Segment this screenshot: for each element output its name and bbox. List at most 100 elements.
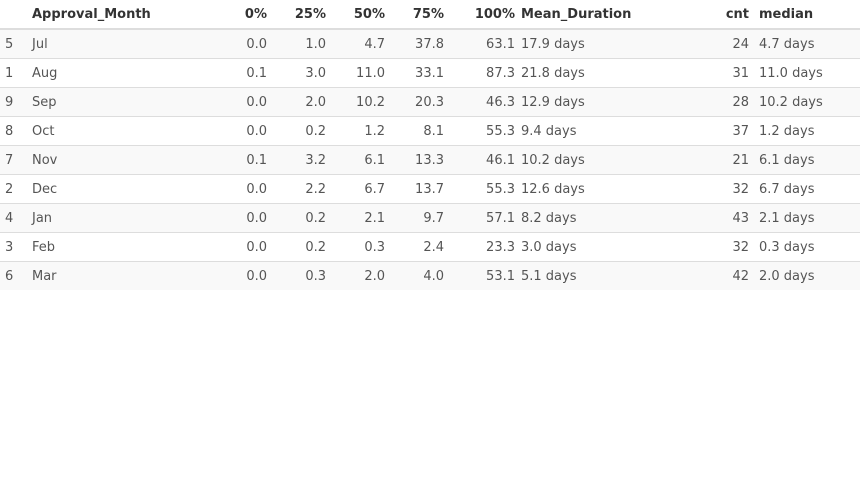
cell-p75: 13.7 [385, 174, 444, 204]
cell-p100: 63.1 [444, 28, 515, 59]
cell-median: 1.2 days [749, 116, 860, 146]
table-row: 9 Sep 0.0 2.0 10.2 20.3 46.3 12.9 days 2… [0, 87, 860, 117]
cell-month: Nov [32, 145, 189, 175]
cell-cnt: 32 [694, 232, 749, 262]
cell-index: 9 [0, 87, 32, 117]
cell-month: Oct [32, 116, 189, 146]
table-body: 5 Jul 0.0 1.0 4.7 37.8 63.1 17.9 days 24… [0, 28, 860, 290]
cell-mean-duration: 12.9 days [515, 87, 694, 117]
cell-p25: 2.0 [267, 87, 326, 117]
cell-mean-duration: 21.8 days [515, 58, 694, 88]
cell-median: 10.2 days [749, 87, 860, 117]
cell-mean-duration: 12.6 days [515, 174, 694, 204]
cell-p100: 46.1 [444, 145, 515, 175]
cell-mean-duration: 9.4 days [515, 116, 694, 146]
cell-p25: 3.2 [267, 145, 326, 175]
table-row: 6 Mar 0.0 0.3 2.0 4.0 53.1 5.1 days 42 2… [0, 261, 860, 290]
cell-index: 6 [0, 261, 32, 290]
cell-mean-duration: 10.2 days [515, 145, 694, 175]
cell-p100: 55.3 [444, 116, 515, 146]
header-approval-month: Approval_Month [32, 0, 189, 30]
header-p50: 50% [326, 0, 385, 30]
cell-p25: 0.2 [267, 203, 326, 233]
table-row: 8 Oct 0.0 0.2 1.2 8.1 55.3 9.4 days 37 1… [0, 116, 860, 146]
cell-month: Feb [32, 232, 189, 262]
header-cnt: cnt [694, 0, 749, 30]
cell-p25: 0.3 [267, 261, 326, 290]
cell-p0: 0.0 [189, 174, 267, 204]
header-row: Approval_Month 0% 25% 50% 75% 100% Mean_… [0, 0, 860, 30]
cell-p0: 0.0 [189, 232, 267, 262]
data-table: Approval_Month 0% 25% 50% 75% 100% Mean_… [0, 0, 860, 290]
table-header: Approval_Month 0% 25% 50% 75% 100% Mean_… [0, 0, 860, 30]
cell-index: 3 [0, 232, 32, 262]
cell-month: Aug [32, 58, 189, 88]
cell-p50: 0.3 [326, 232, 385, 262]
cell-p50: 11.0 [326, 58, 385, 88]
cell-index: 4 [0, 203, 32, 233]
cell-p50: 2.0 [326, 261, 385, 290]
table-row: 4 Jan 0.0 0.2 2.1 9.7 57.1 8.2 days 43 2… [0, 203, 860, 233]
cell-mean-duration: 8.2 days [515, 203, 694, 233]
cell-p100: 57.1 [444, 203, 515, 233]
cell-month: Dec [32, 174, 189, 204]
cell-p100: 23.3 [444, 232, 515, 262]
cell-p100: 55.3 [444, 174, 515, 204]
header-p100: 100% [444, 0, 515, 30]
table-row: 5 Jul 0.0 1.0 4.7 37.8 63.1 17.9 days 24… [0, 28, 860, 59]
header-p25: 25% [267, 0, 326, 30]
cell-p50: 2.1 [326, 203, 385, 233]
table-row: 3 Feb 0.0 0.2 0.3 2.4 23.3 3.0 days 32 0… [0, 232, 860, 262]
cell-index: 2 [0, 174, 32, 204]
cell-p25: 2.2 [267, 174, 326, 204]
cell-p0: 0.1 [189, 145, 267, 175]
cell-median: 2.1 days [749, 203, 860, 233]
cell-p25: 3.0 [267, 58, 326, 88]
cell-p25: 0.2 [267, 116, 326, 146]
cell-p0: 0.1 [189, 58, 267, 88]
cell-cnt: 32 [694, 174, 749, 204]
cell-p50: 4.7 [326, 28, 385, 59]
cell-p75: 33.1 [385, 58, 444, 88]
cell-p75: 20.3 [385, 87, 444, 117]
cell-month: Sep [32, 87, 189, 117]
cell-p0: 0.0 [189, 87, 267, 117]
cell-p100: 53.1 [444, 261, 515, 290]
cell-month: Jul [32, 28, 189, 59]
cell-p50: 1.2 [326, 116, 385, 146]
cell-p0: 0.0 [189, 116, 267, 146]
cell-p75: 2.4 [385, 232, 444, 262]
cell-index: 8 [0, 116, 32, 146]
cell-mean-duration: 5.1 days [515, 261, 694, 290]
cell-p50: 10.2 [326, 87, 385, 117]
cell-p100: 87.3 [444, 58, 515, 88]
cell-cnt: 28 [694, 87, 749, 117]
cell-p0: 0.0 [189, 203, 267, 233]
cell-median: 11.0 days [749, 58, 860, 88]
table-row: 2 Dec 0.0 2.2 6.7 13.7 55.3 12.6 days 32… [0, 174, 860, 204]
cell-p0: 0.0 [189, 28, 267, 59]
cell-cnt: 42 [694, 261, 749, 290]
cell-index: 5 [0, 28, 32, 59]
cell-median: 6.1 days [749, 145, 860, 175]
header-median: median [749, 0, 860, 30]
cell-p75: 9.7 [385, 203, 444, 233]
cell-p75: 37.8 [385, 28, 444, 59]
cell-cnt: 24 [694, 28, 749, 59]
cell-p75: 4.0 [385, 261, 444, 290]
cell-mean-duration: 17.9 days [515, 28, 694, 59]
cell-median: 6.7 days [749, 174, 860, 204]
cell-median: 0.3 days [749, 232, 860, 262]
cell-mean-duration: 3.0 days [515, 232, 694, 262]
cell-p50: 6.7 [326, 174, 385, 204]
cell-p75: 8.1 [385, 116, 444, 146]
header-p0: 0% [189, 0, 267, 30]
cell-cnt: 31 [694, 58, 749, 88]
cell-p0: 0.0 [189, 261, 267, 290]
cell-month: Mar [32, 261, 189, 290]
cell-cnt: 21 [694, 145, 749, 175]
cell-index: 1 [0, 58, 32, 88]
cell-p25: 0.2 [267, 232, 326, 262]
cell-month: Jan [32, 203, 189, 233]
header-mean-duration: Mean_Duration [515, 0, 694, 30]
